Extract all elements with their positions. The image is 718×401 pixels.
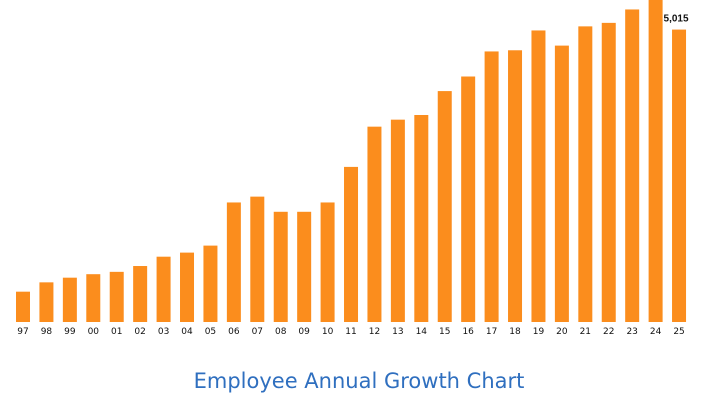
x-tick-label: 98: [41, 327, 53, 337]
bar-16: [461, 76, 476, 322]
x-tick-label: 19: [533, 327, 545, 337]
bar-07: [250, 196, 265, 322]
x-tick-label: 14: [416, 327, 428, 337]
bar-18: [508, 50, 523, 322]
bar-12: [367, 126, 382, 322]
x-tick-label: 16: [462, 327, 474, 337]
bar-21: [578, 26, 593, 323]
x-tick-label: 25: [673, 327, 684, 337]
x-tick-label: 24: [650, 327, 662, 337]
x-tick-label: 97: [17, 327, 28, 337]
x-tick-label: 21: [580, 327, 591, 337]
bar-03: [156, 256, 171, 322]
x-tick-label: 09: [298, 327, 310, 337]
bar-09: [297, 211, 312, 322]
bar-22: [601, 22, 616, 323]
bar-25: [672, 29, 687, 323]
x-tick-label: 11: [345, 327, 356, 337]
bar-chart: 97 98 99 00 01 02 03 04 05 06 07 08 09 10 11 12 13 14 15 16…: [16, 0, 689, 337]
x-tick-label: 12: [369, 327, 380, 337]
x-tick-label: 03: [158, 327, 169, 337]
bar-99: [62, 277, 77, 322]
x-tick-label: 01: [111, 327, 122, 337]
bar-24: [648, 0, 663, 322]
x-tick-label: 02: [134, 327, 145, 337]
bar-04: [180, 252, 195, 322]
x-tick-label: 18: [509, 327, 521, 337]
bar-11: [344, 166, 359, 322]
x-tick-labels: 97 98 99 00 01 02 03 04 05 06 07 08 09 10 11 12 13 14 15 16…: [17, 327, 684, 337]
x-tick-label: 22: [603, 327, 614, 337]
bar-00: [86, 274, 101, 322]
bar-02: [133, 266, 148, 322]
data-label: 5,015: [664, 14, 689, 25]
x-tick-label: 04: [181, 327, 193, 337]
bar-97: [16, 291, 30, 322]
bar-01: [109, 271, 124, 322]
bar-13: [390, 119, 405, 322]
bar-19: [531, 30, 546, 322]
x-tick-label: 15: [439, 327, 450, 337]
chart-title: Employee Annual Growth Chart: [193, 369, 525, 393]
x-tick-label: 20: [556, 327, 568, 337]
x-tick-label: 00: [88, 327, 100, 337]
x-tick-label: 23: [626, 327, 637, 337]
x-tick-label: 08: [275, 327, 287, 337]
bars-group: [16, 0, 687, 323]
x-tick-label: 17: [486, 327, 497, 337]
x-tick-label: 07: [252, 327, 263, 337]
x-tick-label: 10: [322, 327, 334, 337]
x-tick-label: 13: [392, 327, 403, 337]
bar-17: [484, 51, 499, 322]
bar-20: [554, 45, 569, 323]
x-tick-label: 99: [64, 327, 76, 337]
bar-05: [203, 245, 218, 322]
x-tick-label: 05: [205, 327, 216, 337]
bar-14: [414, 115, 429, 322]
bar-06: [226, 202, 241, 322]
x-tick-label: 06: [228, 327, 240, 337]
bar-10: [320, 202, 335, 322]
data-labels: 5,015: [664, 14, 689, 25]
bar-98: [39, 282, 54, 322]
bar-15: [437, 91, 452, 322]
bar-08: [273, 211, 288, 322]
bar-23: [625, 9, 640, 323]
